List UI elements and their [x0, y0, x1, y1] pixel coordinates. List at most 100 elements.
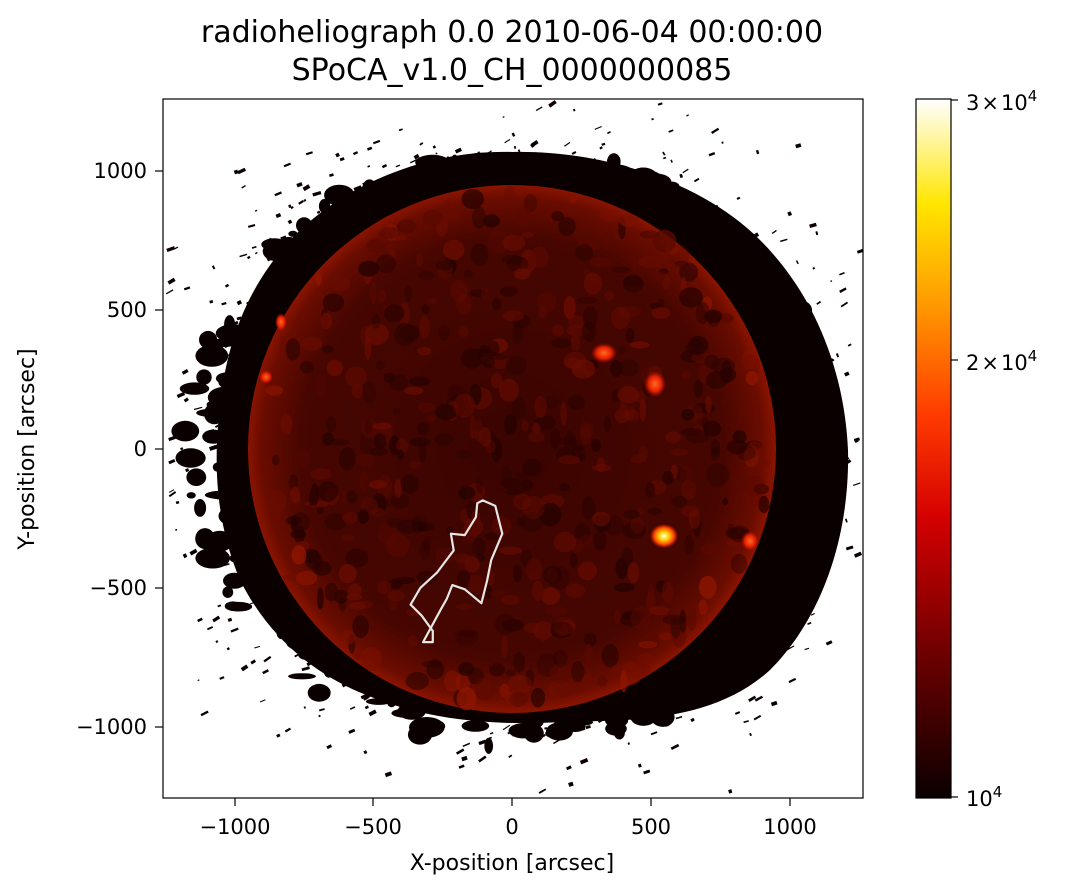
disk-texture-blob [434, 433, 454, 446]
disk-texture-blob [532, 422, 541, 435]
disk-texture-blob [525, 669, 535, 687]
off-limb-blob [450, 154, 459, 172]
off-limb-blob [280, 260, 293, 281]
disk-texture-blob [491, 516, 512, 537]
off-limb-blob [707, 645, 738, 661]
off-limb-blob [229, 553, 249, 564]
off-limb-speckle-mark [230, 627, 239, 633]
disk-texture-blob [569, 553, 578, 568]
off-limb-speckle-mark [489, 731, 494, 735]
off-limb-speckle-mark [240, 664, 249, 672]
off-limb-speckle-mark [241, 184, 246, 189]
disk-texture-blob [490, 372, 503, 389]
disk-texture-blob [352, 615, 370, 638]
disk-texture-blob [618, 346, 626, 354]
off-limb-speckle-mark [305, 151, 313, 156]
off-limb-blob [459, 159, 495, 178]
off-limb-speckle-mark [262, 669, 269, 675]
disk-texture-blob [396, 449, 405, 460]
disk-texture-blob [485, 585, 493, 599]
disk-texture-blob [629, 341, 650, 349]
off-limb-blob [179, 382, 210, 395]
disk-texture-blob [571, 661, 585, 682]
off-limb-blob [222, 586, 234, 598]
disk-texture-blob [455, 630, 479, 646]
disk-texture-blob [475, 348, 491, 358]
disk-texture-blob [732, 430, 747, 444]
off-limb-speckle-mark [461, 755, 468, 762]
off-limb-speckle-mark [432, 145, 437, 149]
off-limb-speckle-mark [175, 528, 178, 531]
disk-texture-blob [379, 227, 400, 239]
off-limb-blob [241, 578, 251, 587]
disk-texture-blob [570, 334, 581, 351]
disk-texture-blob [421, 304, 430, 314]
off-limb-speckle-mark [435, 152, 438, 155]
disk-texture-blob [553, 531, 576, 553]
off-limb-speckle-mark [810, 612, 815, 616]
disk-texture-blob [661, 581, 674, 604]
off-limb-speckle-mark [795, 260, 799, 265]
off-limb-blob [801, 392, 820, 408]
y-tick-label: 500 [107, 298, 147, 322]
disk-texture-blob [419, 315, 430, 339]
off-limb-speckle-mark [548, 100, 557, 108]
off-limb-speckle-mark [226, 647, 230, 651]
disk-texture-blob [463, 269, 473, 279]
disk-texture-blob [315, 273, 322, 286]
off-limb-speckle-mark [372, 139, 381, 145]
x-tick-label: −500 [344, 815, 402, 839]
off-limb-speckle-mark [254, 645, 261, 649]
off-limb-blob [387, 697, 397, 708]
off-limb-blob [186, 492, 196, 499]
disk-texture-blob [698, 599, 708, 616]
off-limb-blob [194, 499, 207, 517]
disk-texture-blob [461, 189, 484, 209]
off-limb-speckle-mark [780, 238, 788, 243]
off-limb-blob [196, 369, 212, 385]
disk-texture-blob [446, 526, 454, 534]
disk-texture-blob [576, 296, 599, 304]
off-limb-speckle-mark [807, 621, 812, 625]
disk-texture-blob [501, 477, 522, 490]
disk-texture-blob [345, 366, 367, 388]
disk-texture-blob [458, 326, 469, 338]
disk-texture-blob [505, 488, 524, 495]
disk-texture-blob [487, 570, 495, 586]
disk-texture-blob [505, 669, 516, 676]
off-limb-blob [330, 219, 360, 232]
colorbar-frame [915, 98, 952, 799]
off-limb-speckle-mark [812, 266, 816, 270]
disk-texture-blob [369, 447, 388, 456]
off-limb-blob [548, 174, 569, 192]
disk-texture-blob [388, 589, 398, 612]
off-limb-blob [307, 683, 331, 702]
disk-texture-blob [549, 663, 572, 684]
off-limb-blob [362, 179, 377, 198]
off-limb-blob [218, 375, 229, 388]
disk-texture-blob [356, 453, 374, 467]
off-limb-blob [801, 327, 814, 344]
disk-texture-blob [554, 685, 574, 697]
disk-texture-blob [645, 482, 655, 499]
disk-texture-blob [684, 534, 694, 555]
active-region-bright [650, 524, 678, 548]
off-limb-blob [244, 568, 263, 579]
figure-subtitle: SPoCA_v1.0_CH_0000000085 [292, 53, 733, 88]
disk-texture-blob [280, 413, 293, 435]
disk-texture-blob [409, 437, 431, 447]
y-axis: 1000 500 0 −500 −1000 Y-position [arcsec… [15, 159, 163, 739]
off-limb-blob [777, 523, 809, 534]
colorbar-tick-label-bottom: 104 [966, 783, 1002, 811]
off-limb-speckle-mark [259, 699, 266, 703]
disk-texture-blob [389, 435, 400, 456]
disk-texture-blob [699, 575, 717, 599]
disk-texture-blob [300, 361, 315, 374]
off-limb-speckle-mark [250, 659, 257, 665]
off-limb-speckle-mark [650, 731, 658, 736]
disk-texture-blob [376, 254, 396, 273]
disk-texture-blob [364, 418, 373, 435]
disk-texture-blob [470, 289, 486, 298]
disk-texture-blob [318, 481, 339, 502]
